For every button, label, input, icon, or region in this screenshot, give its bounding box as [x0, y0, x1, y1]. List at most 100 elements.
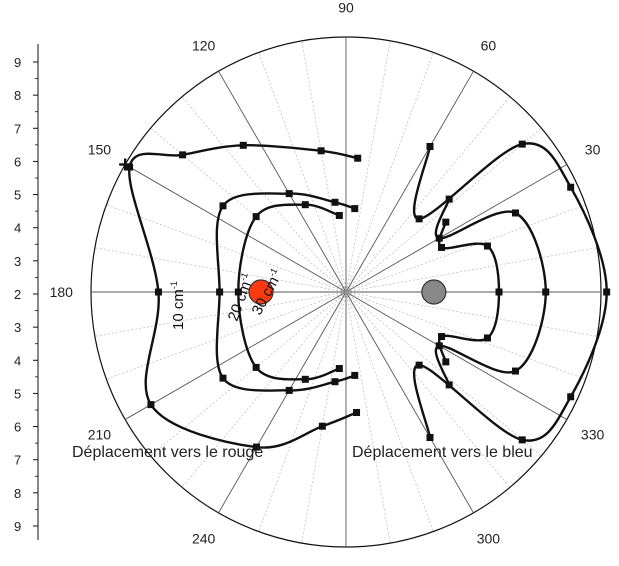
spoke-30 — [345, 164, 568, 293]
spoke-60 — [345, 70, 474, 293]
spoke-290 — [345, 291, 434, 532]
radial-axis: 9 8 7 6 5 4 3 2 3 4 5 6 7 8 9 — [14, 44, 39, 540]
curve-point — [567, 393, 575, 401]
radial-tick-label: 7 — [14, 121, 21, 136]
angle-tick-label-300: 300 — [477, 531, 501, 547]
curve-point — [147, 401, 155, 409]
angle-tick-label-330: 330 — [581, 426, 605, 442]
spoke-40 — [345, 127, 542, 293]
curve-point — [219, 202, 227, 210]
grey-source-dot — [421, 279, 447, 305]
curve-point — [179, 151, 187, 159]
curve-point — [335, 364, 343, 372]
radial-tick-label: 5 — [14, 386, 21, 401]
radial-tick-label: 7 — [14, 453, 21, 468]
spoke-250 — [258, 291, 347, 532]
curve-point — [126, 163, 134, 171]
spoke-20 — [345, 204, 586, 293]
curve-point — [331, 378, 339, 386]
caption-redshift: Déplacement vers le rouge — [72, 444, 263, 461]
spoke-70 — [345, 52, 434, 293]
radial-tick-label: 2 — [14, 287, 21, 302]
curve-point — [317, 147, 325, 155]
curve-point — [518, 140, 526, 148]
curve-point — [318, 422, 326, 430]
angle-tick-label-180: 180 — [50, 284, 74, 300]
spoke-230 — [181, 291, 347, 488]
spoke-110 — [258, 52, 347, 293]
curve-point — [234, 288, 242, 296]
curve-point — [351, 205, 359, 213]
curve-point — [438, 243, 446, 251]
angle-tick-label-90: 90 — [338, 0, 354, 15]
curve-point — [415, 215, 423, 223]
curve-point — [252, 213, 260, 221]
spoke-260 — [301, 291, 347, 544]
curve-point — [351, 371, 359, 379]
curve-point — [219, 374, 227, 382]
angle-tick-label-60: 60 — [481, 37, 497, 53]
curve-point — [216, 288, 224, 296]
curve-point — [285, 190, 293, 198]
angle-tick-label-210: 210 — [88, 426, 112, 442]
curve-point — [518, 436, 526, 444]
curve-point — [426, 434, 434, 442]
curve-point — [442, 218, 450, 226]
curve-point — [353, 409, 361, 417]
caption-blueshift: Déplacement vers le bleu — [352, 444, 533, 461]
spoke-310 — [345, 291, 511, 488]
curve-point — [354, 154, 362, 162]
curve-point — [495, 288, 503, 296]
spoke-240 — [218, 291, 347, 514]
spoke-280 — [345, 291, 391, 544]
curve-point — [445, 195, 453, 203]
spoke-350 — [345, 291, 598, 337]
angle-tick-label-240: 240 — [192, 531, 216, 547]
angle-tick-labels: 0306090120150180210240270300330 — [50, 0, 605, 547]
spoke-340 — [345, 291, 586, 380]
curve-point — [542, 288, 550, 296]
angle-tick-label-150: 150 — [88, 142, 112, 158]
spoke-210 — [124, 291, 347, 420]
radial-tick-label: 4 — [14, 221, 21, 236]
radial-tick-label: 8 — [14, 486, 21, 501]
radial-tick-label: 9 — [14, 519, 21, 534]
radial-tick-label: 5 — [14, 188, 21, 203]
curve-point — [603, 288, 611, 296]
spoke-300 — [345, 291, 474, 514]
radial-tick-label: 8 — [14, 88, 21, 103]
curves — [119, 140, 611, 451]
curve-point — [335, 212, 343, 220]
radial-tick-label: 3 — [14, 320, 21, 335]
spoke-150 — [124, 164, 347, 293]
spoke-200 — [106, 291, 347, 380]
curve-label-10: 10 cm-1 — [169, 281, 187, 330]
red-source-dot — [248, 279, 274, 305]
curve-line-0 — [128, 144, 358, 449]
radial-tick-label: 9 — [14, 55, 21, 70]
curve-point — [483, 334, 491, 342]
radial-tick-label: 4 — [14, 353, 21, 368]
curve-point — [252, 363, 260, 371]
curve-point — [415, 361, 423, 369]
curve-point — [483, 242, 491, 250]
radial-tick-label: 3 — [14, 254, 21, 269]
radial-tick-label: 6 — [14, 420, 21, 435]
curve-point — [445, 381, 453, 389]
spoke-10 — [345, 247, 598, 293]
curve-point — [252, 443, 260, 451]
curve-point — [285, 386, 293, 394]
curve-point — [438, 333, 446, 341]
spoke-330 — [345, 291, 568, 420]
curve-point — [511, 209, 519, 217]
markers — [248, 279, 447, 305]
curve-point — [442, 358, 450, 366]
curve-point — [239, 141, 247, 149]
spoke-120 — [218, 70, 347, 293]
curve-point — [567, 183, 575, 191]
spoke-320 — [345, 291, 542, 457]
curve-point — [154, 288, 162, 296]
curve-point — [426, 142, 434, 150]
spoke-100 — [301, 40, 347, 293]
